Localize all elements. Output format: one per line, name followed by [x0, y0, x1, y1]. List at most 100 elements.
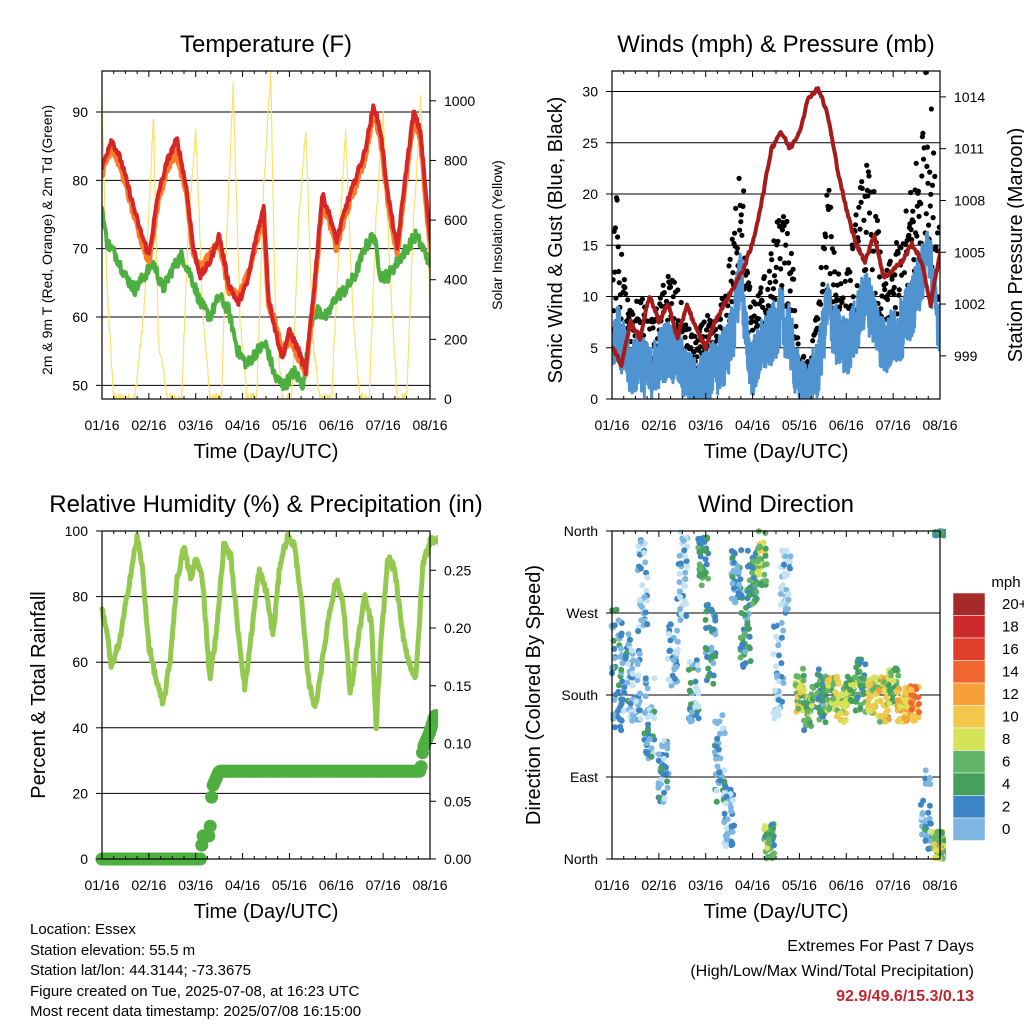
gust-point	[871, 188, 877, 195]
direction-point	[658, 766, 665, 773]
panel-temperature: Temperature (F) 01/16 02/16 03/16 04/16 05/16…	[39, 31, 505, 463]
direction-point	[956, 848, 962, 854]
x-tick-label: 08/16	[412, 877, 447, 893]
direction-ylabel: Direction (Colored By Speed)	[523, 565, 545, 825]
gust-point	[873, 213, 879, 220]
direction-point	[887, 687, 894, 694]
direction-point	[737, 654, 744, 661]
direction-point	[766, 840, 772, 846]
gust-point	[765, 286, 771, 292]
direction-point	[814, 671, 821, 678]
gust-point	[792, 308, 798, 314]
y-tick-label: South	[561, 687, 598, 703]
direction-point	[663, 770, 670, 777]
direction-point	[830, 681, 837, 688]
direction-point	[695, 715, 702, 722]
gust-point	[875, 229, 882, 235]
direction-point	[960, 854, 966, 860]
x-tick-label: 04/16	[225, 877, 260, 893]
y-tick-label: 5	[590, 340, 598, 356]
direction-point	[664, 745, 671, 752]
direction-point	[737, 576, 744, 583]
x-tick-label: 03/16	[178, 417, 213, 433]
gust-point	[613, 295, 619, 301]
gust-point	[740, 203, 746, 209]
direction-point	[667, 637, 674, 644]
gust-point	[923, 211, 929, 217]
direction-point	[628, 647, 635, 654]
x-tick-label: 07/16	[366, 417, 401, 433]
precip-point	[448, 709, 461, 722]
direction-point	[694, 688, 701, 695]
x-tick-label: 08/16	[922, 877, 957, 893]
direction-point	[746, 577, 753, 584]
direction-point	[703, 602, 710, 609]
y-tick-label: 100	[65, 523, 89, 539]
gust-point	[784, 230, 791, 237]
direction-point	[717, 730, 723, 737]
gust-point	[910, 219, 917, 225]
temperature-xlabel: Time (Day/UTC)	[194, 441, 339, 463]
direction-point	[943, 842, 946, 849]
direction-point	[616, 716, 623, 723]
direction-point	[775, 678, 782, 685]
direction-point	[770, 825, 777, 832]
extremes-title: Extremes For Past 7 Days	[787, 938, 974, 955]
gust-point	[737, 227, 743, 233]
direction-point	[876, 718, 883, 725]
direction-point	[698, 582, 705, 589]
direction-point	[947, 837, 953, 843]
direction-point	[770, 710, 777, 716]
latlon-text: Station lat/lon: 44.3144; -73.3675	[30, 962, 252, 979]
gust-point	[701, 319, 707, 325]
gust-point	[858, 199, 864, 205]
direction-point	[617, 654, 624, 660]
direction-point	[946, 844, 952, 850]
direction-point	[723, 793, 730, 800]
direction-point	[778, 660, 785, 667]
direction-point	[638, 617, 645, 624]
direction-point	[712, 653, 719, 660]
direction-point	[639, 604, 645, 610]
direction-point	[664, 778, 671, 785]
direction-point	[704, 535, 711, 542]
direction-point	[865, 682, 872, 688]
direction-point	[743, 604, 749, 611]
direction-point	[944, 852, 946, 858]
direction-point	[629, 717, 636, 724]
y-tick-label: 15	[582, 237, 598, 253]
direction-point	[772, 663, 779, 670]
direction-point	[951, 856, 957, 862]
direction-point	[955, 847, 961, 853]
legend-label: 18	[1002, 619, 1019, 636]
gust-point	[728, 278, 734, 284]
direction-point	[729, 797, 736, 804]
legend-swatch	[952, 660, 986, 684]
gust-point	[671, 279, 678, 285]
gust-point	[738, 212, 744, 218]
direction-point	[787, 565, 793, 572]
direction-point	[710, 660, 717, 667]
direction-point	[957, 849, 963, 855]
direction-point	[703, 608, 710, 615]
x-tick-label: 01/16	[594, 417, 629, 433]
temperature-series	[102, 71, 430, 399]
gust-point	[779, 283, 785, 289]
direction-point	[881, 686, 888, 693]
direction-point	[682, 583, 688, 590]
direction-point	[908, 686, 915, 693]
legend-label: 16	[1002, 641, 1019, 658]
direction-point	[713, 755, 719, 762]
direction-point	[664, 655, 671, 662]
gust-point	[908, 227, 914, 233]
direction-point	[674, 638, 681, 645]
gust-point	[775, 238, 781, 244]
gust-point	[927, 203, 933, 209]
direction-point	[771, 623, 777, 630]
legend-label: 14	[1002, 664, 1019, 681]
direction-point	[753, 589, 760, 596]
gust-point	[773, 264, 779, 270]
x-tick-label: 02/16	[131, 877, 166, 893]
gust-point	[903, 208, 909, 214]
